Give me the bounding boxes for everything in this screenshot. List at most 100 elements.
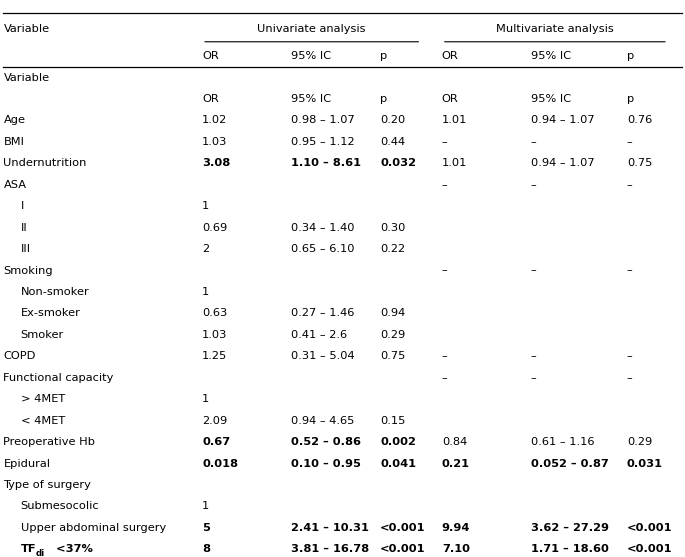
Text: 3.08: 3.08 <box>202 158 230 168</box>
Text: 3.62 – 27.29: 3.62 – 27.29 <box>531 523 609 533</box>
Text: –: – <box>627 266 632 276</box>
Text: OR: OR <box>202 51 219 61</box>
Text: <0.001: <0.001 <box>380 544 425 554</box>
Text: 95% IC: 95% IC <box>531 94 571 104</box>
Text: –: – <box>627 351 632 361</box>
Text: 0.69: 0.69 <box>202 223 227 233</box>
Text: 0.031: 0.031 <box>627 458 663 468</box>
Text: Multivariate analysis: Multivariate analysis <box>496 24 614 34</box>
Text: <0.001: <0.001 <box>627 523 672 533</box>
Text: 0.41 – 2.6: 0.41 – 2.6 <box>291 330 347 340</box>
Text: Smoker: Smoker <box>21 330 64 340</box>
Text: TF: TF <box>21 544 36 554</box>
Text: Upper abdominal surgery: Upper abdominal surgery <box>21 523 166 533</box>
Text: Undernutrition: Undernutrition <box>3 158 87 168</box>
Text: Age: Age <box>3 115 25 125</box>
Text: 0.21: 0.21 <box>442 458 470 468</box>
Text: 0.95 – 1.12: 0.95 – 1.12 <box>291 137 355 147</box>
Text: 1: 1 <box>202 501 210 511</box>
Text: –: – <box>531 351 536 361</box>
Text: I: I <box>21 201 24 211</box>
Text: 0.032: 0.032 <box>380 158 416 168</box>
Text: 0.002: 0.002 <box>380 437 416 447</box>
Text: –: – <box>531 137 536 147</box>
Text: 1.25: 1.25 <box>202 351 227 361</box>
Text: 0.27 – 1.46: 0.27 – 1.46 <box>291 309 355 319</box>
Text: 1: 1 <box>202 394 210 404</box>
Text: 0.34 – 1.40: 0.34 – 1.40 <box>291 223 355 233</box>
Text: 0.75: 0.75 <box>627 158 652 168</box>
Text: –: – <box>531 373 536 383</box>
Text: Univariate analysis: Univariate analysis <box>258 24 366 34</box>
Text: OR: OR <box>442 94 458 104</box>
Text: <0.001: <0.001 <box>380 523 425 533</box>
Text: Epidural: Epidural <box>3 458 51 468</box>
Text: 1.10 – 8.61: 1.10 – 8.61 <box>291 158 361 168</box>
Text: –: – <box>531 266 536 276</box>
Text: p: p <box>380 51 388 61</box>
Text: 0.75: 0.75 <box>380 351 406 361</box>
Text: 0.76: 0.76 <box>627 115 652 125</box>
Text: 1.01: 1.01 <box>442 158 467 168</box>
Text: p: p <box>627 51 634 61</box>
Text: di: di <box>36 549 45 557</box>
Text: 95% IC: 95% IC <box>291 94 332 104</box>
Text: II: II <box>21 223 27 233</box>
Text: 2.09: 2.09 <box>202 416 227 426</box>
Text: –: – <box>627 137 632 147</box>
Text: 1.03: 1.03 <box>202 330 227 340</box>
Text: 1.03: 1.03 <box>202 137 227 147</box>
Text: –: – <box>442 351 447 361</box>
Text: <37%: <37% <box>52 544 93 554</box>
Text: > 4MET: > 4MET <box>21 394 65 404</box>
Text: 0.84: 0.84 <box>442 437 467 447</box>
Text: 1.01: 1.01 <box>442 115 467 125</box>
Text: 1.02: 1.02 <box>202 115 227 125</box>
Text: –: – <box>442 180 447 190</box>
Text: 0.30: 0.30 <box>380 223 406 233</box>
Text: ASA: ASA <box>3 180 27 190</box>
Text: –: – <box>627 180 632 190</box>
Text: 0.22: 0.22 <box>380 244 406 254</box>
Text: Preoperative Hb: Preoperative Hb <box>3 437 95 447</box>
Text: 0.63: 0.63 <box>202 309 227 319</box>
Text: 95% IC: 95% IC <box>531 51 571 61</box>
Text: 8: 8 <box>202 544 210 554</box>
Text: III: III <box>21 244 31 254</box>
Text: Smoking: Smoking <box>3 266 53 276</box>
Text: 0.15: 0.15 <box>380 416 406 426</box>
Text: 0.20: 0.20 <box>380 115 406 125</box>
Text: 0.94 – 4.65: 0.94 – 4.65 <box>291 416 355 426</box>
Text: 0.52 – 0.86: 0.52 – 0.86 <box>291 437 361 447</box>
Text: p: p <box>380 94 388 104</box>
Text: 0.94 – 1.07: 0.94 – 1.07 <box>531 158 595 168</box>
Text: 0.29: 0.29 <box>380 330 406 340</box>
Text: 0.67: 0.67 <box>202 437 230 447</box>
Text: –: – <box>531 180 536 190</box>
Text: 5: 5 <box>202 523 210 533</box>
Text: Type of surgery: Type of surgery <box>3 480 91 490</box>
Text: 9.94: 9.94 <box>442 523 470 533</box>
Text: Submesocolic: Submesocolic <box>21 501 99 511</box>
Text: 0.041: 0.041 <box>380 458 416 468</box>
Text: 1: 1 <box>202 201 210 211</box>
Text: p: p <box>627 94 634 104</box>
Text: <0.001: <0.001 <box>627 544 672 554</box>
Text: –: – <box>442 266 447 276</box>
Text: 0.052 – 0.87: 0.052 – 0.87 <box>531 458 609 468</box>
Text: 0.29: 0.29 <box>627 437 652 447</box>
Text: < 4MET: < 4MET <box>21 416 65 426</box>
Text: 0.31 – 5.04: 0.31 – 5.04 <box>291 351 355 361</box>
Text: 0.98 – 1.07: 0.98 – 1.07 <box>291 115 355 125</box>
Text: 0.10 – 0.95: 0.10 – 0.95 <box>291 458 361 468</box>
Text: Functional capacity: Functional capacity <box>3 373 114 383</box>
Text: 2: 2 <box>202 244 209 254</box>
Text: 2.41 – 10.31: 2.41 – 10.31 <box>291 523 369 533</box>
Text: 1: 1 <box>202 287 210 297</box>
Text: COPD: COPD <box>3 351 36 361</box>
Text: Variable: Variable <box>3 72 49 82</box>
Text: BMI: BMI <box>3 137 25 147</box>
Text: 0.65 – 6.10: 0.65 – 6.10 <box>291 244 355 254</box>
Text: 1.71 – 18.60: 1.71 – 18.60 <box>531 544 609 554</box>
Text: 0.94 – 1.07: 0.94 – 1.07 <box>531 115 595 125</box>
